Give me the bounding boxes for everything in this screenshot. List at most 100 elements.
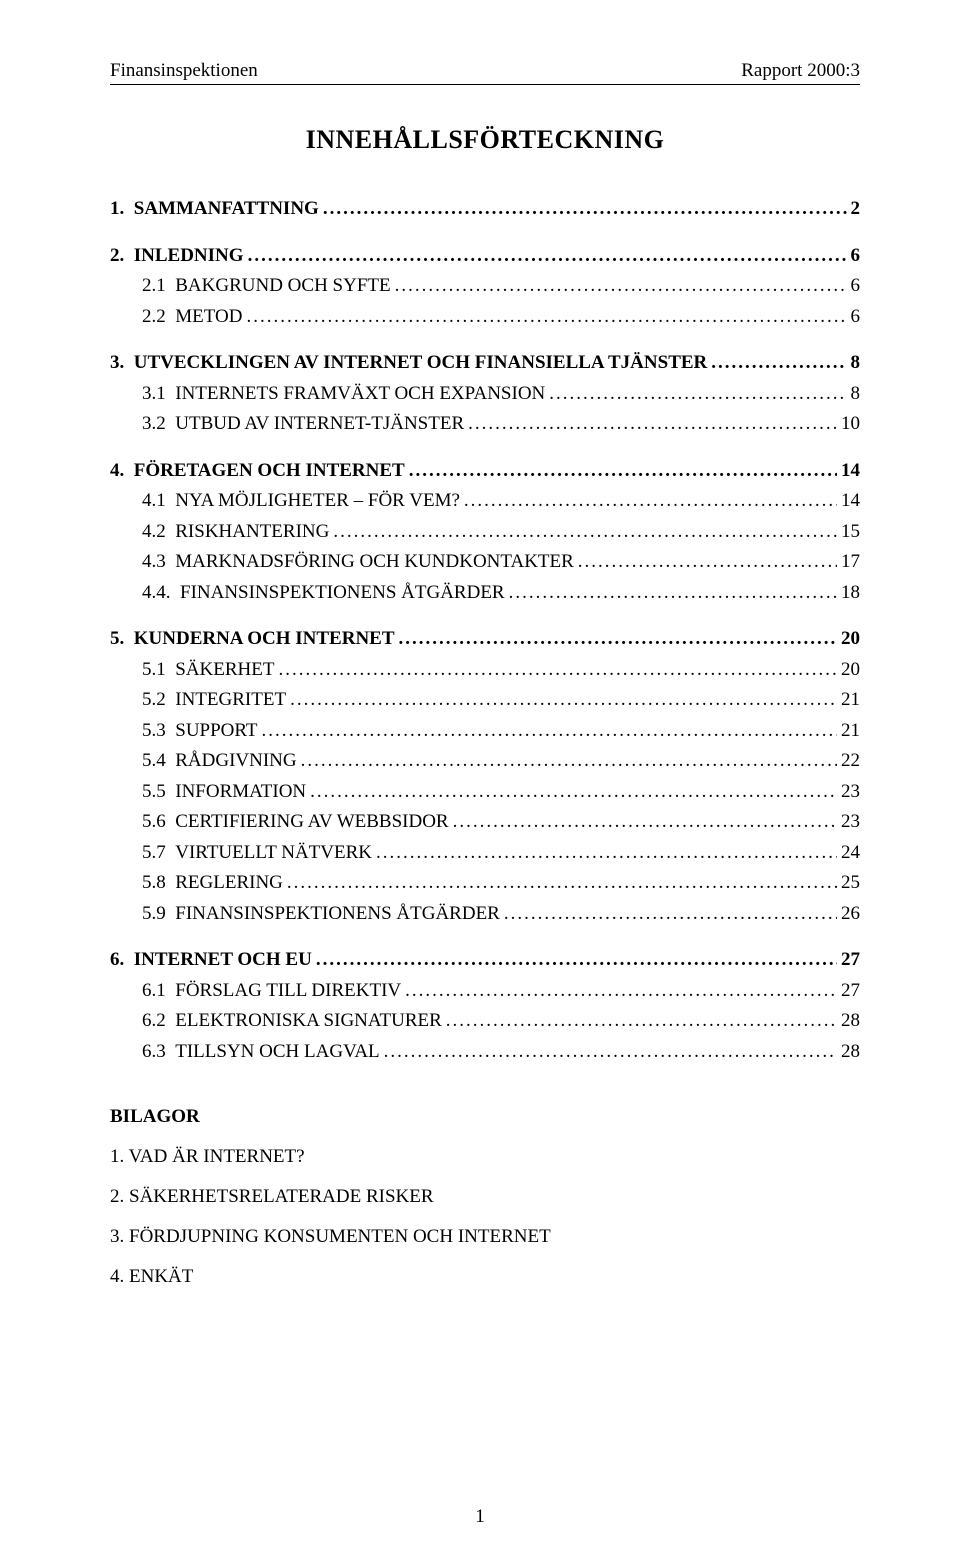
toc-label: NYA MÖJLIGHETER – FÖR VEM? xyxy=(175,487,460,516)
toc-number: 3. xyxy=(110,349,134,378)
toc-label: INTERNETS FRAMVÄXT OCH EXPANSION xyxy=(175,380,545,409)
toc-page: 23 xyxy=(841,778,860,807)
toc-page: 6 xyxy=(851,242,861,271)
toc-subitem: 5.7 VIRTUELLT NÄTVERK24 xyxy=(110,839,860,868)
toc-page: 28 xyxy=(841,1038,860,1067)
toc-page: 20 xyxy=(841,656,860,685)
toc-leader xyxy=(278,656,837,685)
toc-number: 6.2 xyxy=(142,1007,175,1036)
header-underline xyxy=(110,84,860,85)
toc-number: 6.1 xyxy=(142,977,175,1006)
toc-number: 5. xyxy=(110,625,134,654)
bilagor-item: 4. ENKÄT xyxy=(110,1266,860,1288)
toc-number: 5.3 xyxy=(142,717,175,746)
bilagor-item: 3. FÖRDJUPNING KONSUMENTEN OCH INTERNET xyxy=(110,1226,860,1248)
toc-subitem: 5.6 CERTIFIERING AV WEBBSIDOR23 xyxy=(110,808,860,837)
toc-leader xyxy=(578,548,837,577)
bilagor-item: 2. SÄKERHETSRELATERADE RISKER xyxy=(110,1186,860,1208)
toc-subitem: 5.8 REGLERING 25 xyxy=(110,869,860,898)
toc-subitem: 4.3 MARKNADSFÖRING OCH KUNDKONTAKTER17 xyxy=(110,548,860,577)
toc-page: 28 xyxy=(841,1007,860,1036)
bilagor-list: 1. VAD ÄR INTERNET? 2. SÄKERHETSRELATERAD… xyxy=(110,1146,860,1288)
toc-subitem: 5.4 RÅDGIVNING 22 xyxy=(110,747,860,776)
toc-subitem: 4.2 RISKHANTERING15 xyxy=(110,518,860,547)
toc-label: FÖRSLAG TILL DIREKTIV xyxy=(175,977,401,1006)
toc-label: FINANSINSPEKTIONENS ÅTGÄRDER xyxy=(175,900,500,929)
toc-leader xyxy=(384,1038,837,1067)
toc-leader xyxy=(333,518,837,547)
toc-label: INLEDNING xyxy=(134,242,244,271)
toc-subitem: 4.1 NYA MÖJLIGHETER – FÖR VEM?14 xyxy=(110,487,860,516)
toc-number: 3.1 xyxy=(142,380,175,409)
toc-subitem: 6.3 TILLSYN OCH LAGVAL28 xyxy=(110,1038,860,1067)
toc-number: 2. xyxy=(110,242,134,271)
toc-page: 15 xyxy=(841,518,860,547)
toc-number: 4. xyxy=(110,457,134,486)
toc-label: UTBUD AV INTERNET-TJÄNSTER xyxy=(175,410,464,439)
toc-number: 3.2 xyxy=(142,410,175,439)
toc-label: ELEKTRONISKA SIGNATURER xyxy=(175,1007,442,1036)
toc-page: 27 xyxy=(841,946,860,975)
toc-page: 25 xyxy=(841,869,860,898)
toc-page: 14 xyxy=(841,487,860,516)
toc-leader xyxy=(405,977,837,1006)
toc-number: 4.3 xyxy=(142,548,175,577)
toc-section: 2. INLEDNING 6 xyxy=(110,242,860,271)
toc-page: 14 xyxy=(841,457,860,486)
toc-leader xyxy=(399,625,837,654)
toc-section: 3. UTVECKLINGEN AV INTERNET OCH FINANSIE… xyxy=(110,349,860,378)
toc-subitem: 5.9 FINANSINSPEKTIONENS ÅTGÄRDER26 xyxy=(110,900,860,929)
toc-subitem: 2.2 METOD6 xyxy=(110,303,860,332)
toc-subitem: 5.5 INFORMATION23 xyxy=(110,778,860,807)
toc-label: FÖRETAGEN OCH INTERNET xyxy=(134,457,405,486)
toc-section: 6. INTERNET OCH EU27 xyxy=(110,946,860,975)
bilagor-heading: BILAGOR xyxy=(110,1106,860,1128)
toc-page: 27 xyxy=(841,977,860,1006)
toc-label: VIRTUELLT NÄTVERK xyxy=(175,839,372,868)
toc-label: RÅDGIVNING xyxy=(175,747,296,776)
toc-leader xyxy=(395,272,847,301)
toc-label: BAKGRUND OCH SYFTE xyxy=(175,272,390,301)
toc-leader xyxy=(246,303,846,332)
toc-number: 6. xyxy=(110,946,134,975)
toc-leader xyxy=(453,808,837,837)
toc-subitem: 2.1 BAKGRUND OCH SYFTE6 xyxy=(110,272,860,301)
toc-page: 24 xyxy=(841,839,860,868)
toc-number: 5.4 xyxy=(142,747,175,776)
toc-subitem: 3.1 INTERNETS FRAMVÄXT OCH EXPANSION8 xyxy=(110,380,860,409)
toc-leader xyxy=(504,900,837,929)
toc-page: 23 xyxy=(841,808,860,837)
toc-leader xyxy=(301,747,837,776)
toc-number: 5.8 xyxy=(142,869,175,898)
toc-page: 20 xyxy=(841,625,860,654)
toc-leader xyxy=(376,839,837,868)
toc-page: 17 xyxy=(841,548,860,577)
toc-subitem: 3.2 UTBUD AV INTERNET-TJÄNSTER10 xyxy=(110,410,860,439)
toc-subitem: 5.3 SUPPORT21 xyxy=(110,717,860,746)
toc-leader xyxy=(290,686,837,715)
toc-label: METOD xyxy=(175,303,242,332)
toc-label: INTEGRITET xyxy=(175,686,286,715)
toc-label: KUNDERNA OCH INTERNET xyxy=(134,625,395,654)
header-left: Finansinspektionen xyxy=(110,60,258,82)
toc-section: 1. SAMMANFATTNING2 xyxy=(110,195,860,224)
toc-label: CERTIFIERING AV WEBBSIDOR xyxy=(175,808,448,837)
toc-page: 21 xyxy=(841,686,860,715)
toc-number: 4.2 xyxy=(142,518,175,547)
toc-leader xyxy=(509,579,837,608)
toc-number: 4.4. xyxy=(142,579,180,608)
toc-number: 5.9 xyxy=(142,900,175,929)
toc-number: 1. xyxy=(110,195,134,224)
bilagor-item: 1. VAD ÄR INTERNET? xyxy=(110,1146,860,1168)
toc-number: 5.2 xyxy=(142,686,175,715)
toc-subitem: 5.2 INTEGRITET 21 xyxy=(110,686,860,715)
table-of-contents: 1. SAMMANFATTNING2 2. INLEDNING 62.1 BAKGR… xyxy=(110,195,860,1066)
toc-label: UTVECKLINGEN AV INTERNET OCH FINANSIELLA… xyxy=(134,349,708,378)
toc-page: 6 xyxy=(851,303,861,332)
toc-label: SUPPORT xyxy=(175,717,257,746)
toc-label: REGLERING xyxy=(175,869,283,898)
toc-leader xyxy=(549,380,846,409)
toc-label: FINANSINSPEKTIONENS ÅTGÄRDER xyxy=(180,579,505,608)
toc-page: 22 xyxy=(841,747,860,776)
toc-page: 18 xyxy=(841,579,860,608)
